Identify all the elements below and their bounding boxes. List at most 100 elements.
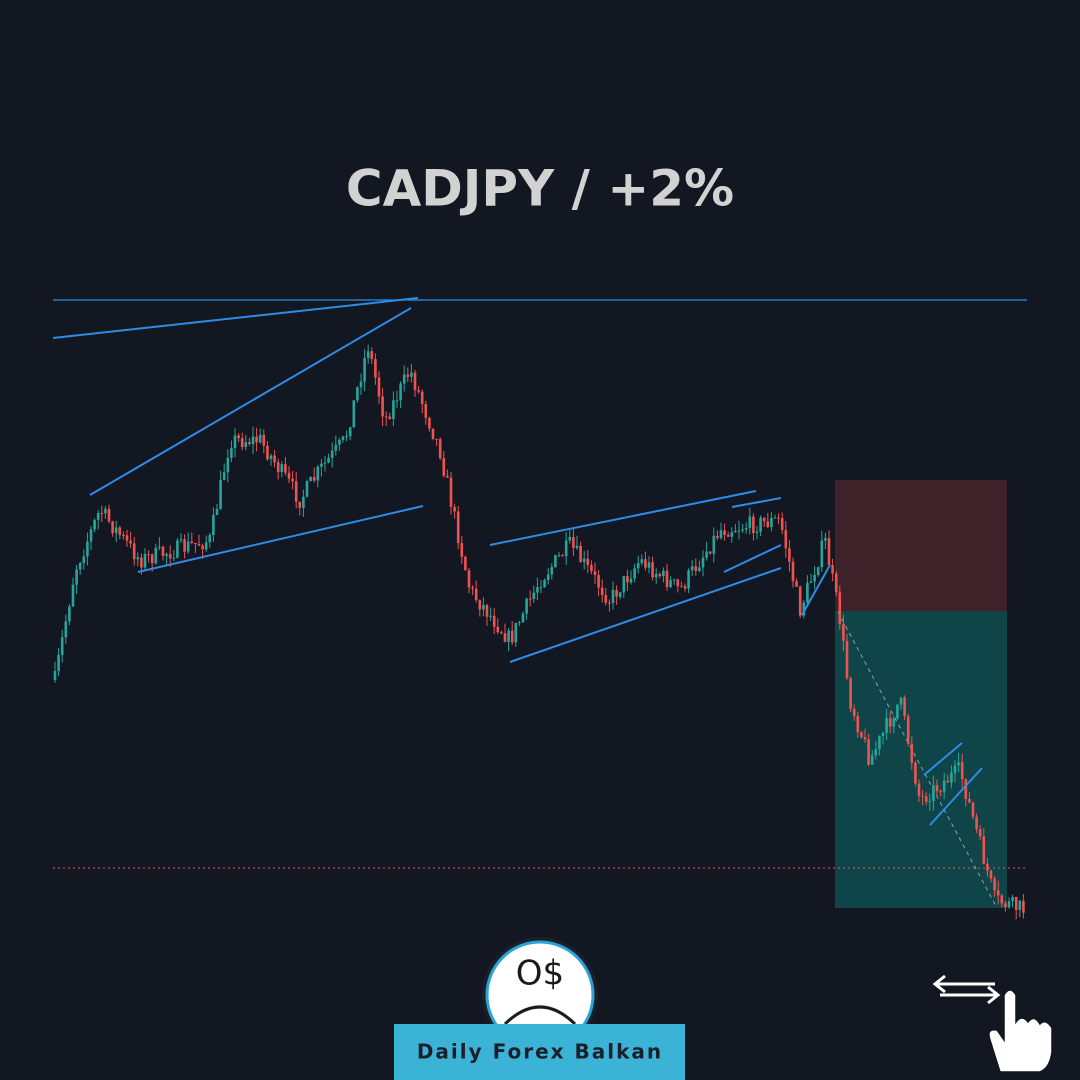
candle-body (406, 374, 410, 377)
candle-body (572, 537, 575, 548)
candle-body (741, 529, 744, 531)
candle-body (208, 535, 212, 543)
candle-body (140, 557, 143, 568)
candle-body (179, 539, 183, 541)
candle-body (446, 475, 449, 478)
candle-body (838, 592, 842, 624)
candle-body (640, 559, 644, 564)
candle-body (57, 654, 60, 672)
candle-body (244, 442, 248, 447)
candle-body (258, 434, 262, 443)
brand: Daily Forex Balkan (417, 1040, 663, 1064)
candle-body (298, 501, 302, 508)
candle-body (982, 836, 986, 864)
candle-body (716, 535, 719, 538)
candle-body (453, 506, 456, 512)
candle-body (338, 439, 341, 445)
candle-body (719, 530, 723, 538)
candle-body (622, 576, 626, 593)
candle-body (867, 739, 870, 765)
candle-body (392, 400, 395, 419)
candle-body (438, 439, 442, 459)
candle-body (521, 613, 525, 623)
candle-body (518, 622, 521, 624)
candle-body (136, 557, 140, 560)
candle-body (186, 541, 190, 552)
candle-body (950, 772, 953, 783)
candle-body (608, 602, 611, 604)
candle-body (442, 458, 446, 476)
candle-body (842, 623, 845, 642)
candle-body (935, 785, 939, 792)
candle-body (536, 587, 539, 593)
candle-body (230, 448, 233, 458)
candle-body (190, 541, 194, 543)
candle-body (924, 796, 928, 802)
candle-body (496, 626, 500, 633)
candle-body (964, 779, 968, 800)
candle-body (690, 566, 694, 571)
candle-body (845, 641, 849, 679)
candle-body (795, 581, 798, 587)
candle-body (86, 541, 89, 557)
candle-body (600, 587, 604, 596)
candle-body (64, 621, 68, 638)
candle-body (899, 697, 903, 705)
candle-body (143, 554, 147, 568)
candle-body (543, 580, 546, 588)
candle-body (672, 579, 676, 581)
candle-body (770, 517, 773, 528)
brand-bar (394, 1024, 685, 1080)
candle-body (1007, 901, 1011, 908)
candle-body (971, 802, 975, 817)
candle-body (305, 481, 309, 497)
candle-body (183, 539, 186, 552)
candle-body (680, 586, 683, 588)
candle-body (910, 743, 914, 763)
candle-body (226, 457, 230, 473)
candle-body (60, 637, 64, 655)
candle-body (579, 545, 582, 563)
candle-body (75, 569, 78, 585)
candle-body (489, 615, 492, 617)
candle-body (255, 436, 258, 443)
candle-body (510, 630, 514, 643)
candle-body (248, 442, 251, 445)
hand-icon (988, 989, 1053, 1073)
candle-body (266, 445, 269, 460)
candle-body (359, 381, 363, 388)
candle-body (856, 716, 860, 733)
candle-body (222, 472, 226, 480)
candle-body (233, 435, 237, 449)
candle-body (370, 351, 374, 360)
candle-body (114, 527, 118, 534)
candle-body (791, 561, 795, 582)
candle-body (820, 540, 824, 568)
candle-body (863, 737, 867, 740)
candle-body (813, 574, 816, 582)
candle-body (860, 732, 863, 738)
candle-body (410, 372, 413, 377)
candle-body (986, 863, 989, 871)
candle-body (647, 562, 651, 568)
candle-body (651, 562, 654, 578)
candle-body (402, 374, 406, 384)
candle-body (784, 529, 788, 549)
candle-body (377, 377, 381, 397)
candle-body (1000, 895, 1004, 904)
candle-body (896, 704, 899, 719)
candle-body (968, 799, 971, 803)
candle-body (554, 555, 557, 568)
candle-body (611, 589, 615, 603)
candle-body (748, 516, 752, 528)
candle-body (939, 791, 942, 793)
candle-body (460, 543, 464, 557)
candle-body (723, 530, 726, 535)
candle-body (561, 555, 564, 557)
candle-body (474, 588, 478, 601)
candle-body (320, 463, 323, 467)
title: CADJPY / +2% (346, 160, 734, 218)
candle-body (1014, 896, 1018, 910)
candle-body (132, 543, 136, 560)
candle-body (464, 556, 467, 571)
